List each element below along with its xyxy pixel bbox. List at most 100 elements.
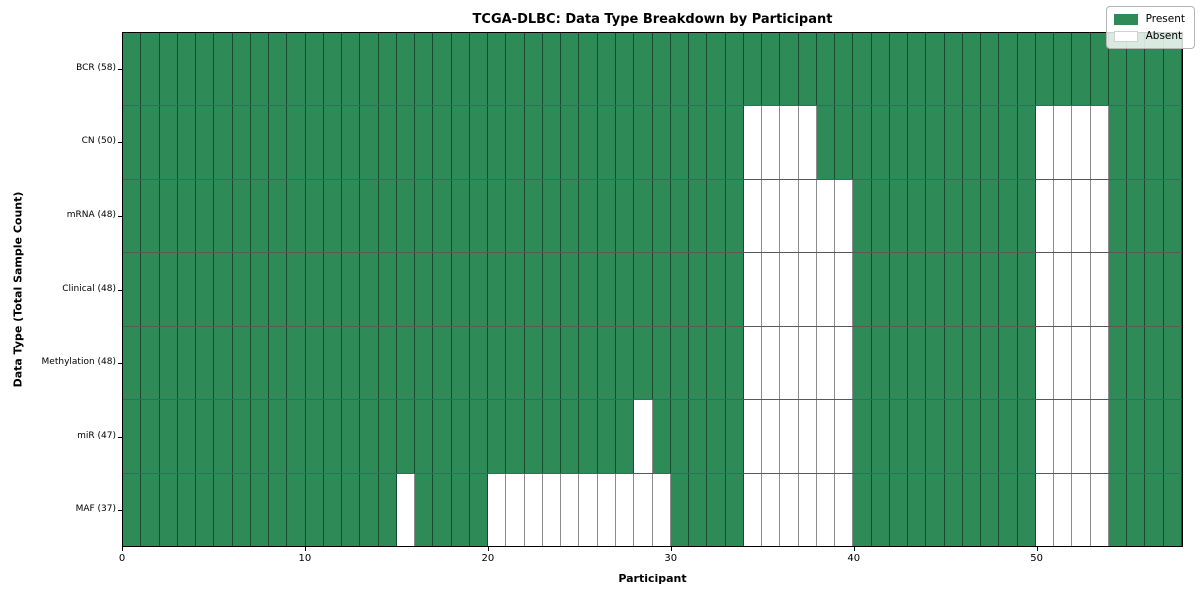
heatmap-cell <box>250 473 270 546</box>
heatmap-cell <box>871 473 890 546</box>
heatmap-plot-area <box>122 32 1183 547</box>
heatmap-cell <box>743 179 763 253</box>
heatmap-cell <box>981 400 1000 473</box>
heatmap-cell <box>123 326 142 400</box>
heatmap-cell <box>378 326 397 400</box>
heatmap-cell <box>396 33 416 106</box>
heatmap-cell <box>853 253 872 326</box>
heatmap-cell <box>360 473 379 546</box>
heatmap-cell <box>287 33 306 106</box>
heatmap-cell <box>177 400 197 473</box>
heatmap-cell <box>323 400 343 473</box>
heatmap-cell <box>780 473 799 546</box>
heatmap-cell <box>177 179 197 253</box>
heatmap-cell <box>725 33 744 106</box>
y-tick-label: CN (50) <box>81 136 116 147</box>
heatmap-cell <box>506 473 525 546</box>
heatmap-cell <box>214 33 233 106</box>
heatmap-cell <box>506 33 525 106</box>
heatmap-cell <box>1163 473 1182 546</box>
heatmap-cell <box>433 179 452 253</box>
heatmap-cell <box>415 33 434 106</box>
heatmap-cell <box>451 179 470 253</box>
x-tick-label: 0 <box>118 553 126 564</box>
heatmap-cell <box>305 106 324 179</box>
heatmap-cell <box>889 326 909 400</box>
heatmap-cell <box>1127 326 1146 400</box>
heatmap-cell <box>542 106 562 179</box>
heatmap-cell <box>652 179 671 253</box>
heatmap-cell <box>999 326 1018 400</box>
heatmap-cell <box>1090 253 1109 326</box>
heatmap-cell <box>908 326 927 400</box>
heatmap-cell <box>469 400 489 473</box>
heatmap-cell <box>871 400 890 473</box>
heatmap-cell <box>597 106 616 179</box>
heatmap-cell <box>835 253 854 326</box>
heatmap-cell <box>762 326 781 400</box>
x-tick-mark <box>1036 547 1038 551</box>
heatmap-cell <box>451 253 470 326</box>
heatmap-cell <box>196 106 215 179</box>
heatmap-cell <box>1090 473 1109 546</box>
heatmap-cell <box>1035 106 1055 179</box>
heatmap-cell <box>396 473 416 546</box>
heatmap-cell <box>524 106 543 179</box>
heatmap-cell <box>159 473 178 546</box>
heatmap-cell <box>561 400 580 473</box>
y-tick-label: mRNA (48) <box>66 209 116 220</box>
heatmap-cell <box>561 253 580 326</box>
heatmap-cell <box>1090 400 1109 473</box>
heatmap-cell <box>798 106 817 179</box>
heatmap-cell <box>323 179 343 253</box>
heatmap-cell <box>1145 473 1164 546</box>
y-tick-mark <box>118 142 122 144</box>
heatmap-cell <box>762 179 781 253</box>
heatmap-cell <box>634 326 653 400</box>
heatmap-cell <box>1017 33 1036 106</box>
heatmap-cell <box>561 106 580 179</box>
heatmap-cell <box>378 253 397 326</box>
heatmap-cell <box>141 326 160 400</box>
heatmap-cell <box>1090 33 1109 106</box>
heatmap-cell <box>1127 33 1146 106</box>
heatmap-cell <box>780 400 799 473</box>
heatmap-cell <box>415 106 434 179</box>
heatmap-cell <box>177 253 197 326</box>
heatmap-cell <box>615 473 635 546</box>
heatmap-cell <box>999 179 1018 253</box>
heatmap-cell <box>1072 326 1091 400</box>
heatmap-cell <box>1145 33 1164 106</box>
heatmap-cell <box>926 253 945 326</box>
heatmap-cell <box>1145 400 1164 473</box>
heatmap-cell <box>451 473 470 546</box>
heatmap-cell <box>250 106 270 179</box>
heatmap-cell <box>269 400 288 473</box>
heatmap-cell <box>1072 33 1091 106</box>
heatmap-cell <box>287 326 306 400</box>
heatmap-cell <box>561 473 580 546</box>
heatmap-cell <box>1145 106 1164 179</box>
heatmap-cell <box>1090 106 1109 179</box>
heatmap-cell <box>1072 253 1091 326</box>
heatmap-cell <box>670 473 690 546</box>
x-tick-label: 30 <box>664 553 678 564</box>
heatmap-cell <box>615 326 635 400</box>
heatmap-cell <box>269 33 288 106</box>
heatmap-cell <box>835 473 854 546</box>
heatmap-cell <box>433 33 452 106</box>
heatmap-cell <box>670 253 690 326</box>
heatmap-cell <box>214 106 233 179</box>
heatmap-cell <box>1145 326 1164 400</box>
heatmap-cell <box>1035 179 1055 253</box>
heatmap-cell <box>670 33 690 106</box>
heatmap-cell <box>469 33 489 106</box>
heatmap-cell <box>615 253 635 326</box>
heatmap-cell <box>1054 179 1073 253</box>
heatmap-cell <box>634 400 653 473</box>
heatmap-cell <box>707 473 726 546</box>
heatmap-cell <box>360 400 379 473</box>
heatmap-cell <box>451 33 470 106</box>
heatmap-cell <box>360 253 379 326</box>
